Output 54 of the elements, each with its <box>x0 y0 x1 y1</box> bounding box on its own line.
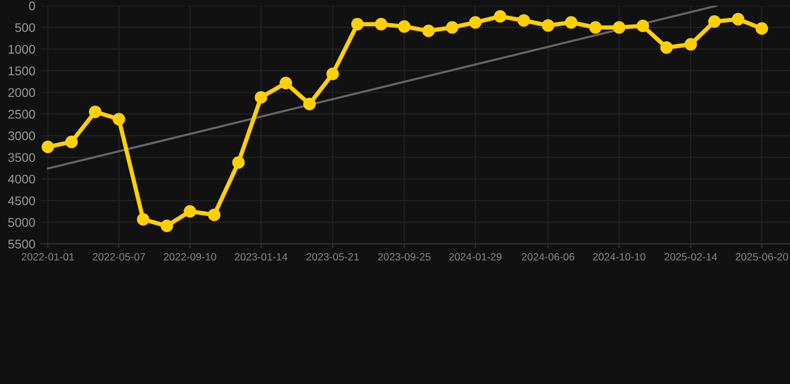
y-tick-label: 1000 <box>8 44 36 54</box>
point <box>708 15 721 28</box>
point <box>660 41 673 54</box>
point <box>208 208 220 222</box>
point <box>112 112 126 126</box>
x-tick-label: 2024-01-29 <box>449 253 502 261</box>
point <box>65 136 78 148</box>
point <box>756 22 768 35</box>
point <box>422 24 435 38</box>
point <box>280 76 292 90</box>
point <box>184 205 196 218</box>
point <box>564 16 578 29</box>
x-tick-label: 2024-10-10 <box>593 253 646 261</box>
point <box>303 98 316 110</box>
x-tick-label: 2022-09-10 <box>164 253 216 261</box>
x-tick-label: 2023-09-25 <box>378 253 430 261</box>
point <box>326 68 339 80</box>
y-tick-label: 1500 <box>8 66 36 76</box>
point <box>542 19 554 32</box>
point <box>469 16 482 29</box>
x-tick-label: 2025-02-14 <box>664 253 718 261</box>
y-tick-label: 2000 <box>8 88 36 97</box>
point <box>88 106 102 118</box>
x-tick-label: 2024-06-06 <box>522 253 574 261</box>
y-tick-label: 4500 <box>8 196 36 206</box>
point <box>232 156 245 169</box>
point <box>494 10 506 23</box>
y-tick-label: 3500 <box>8 153 36 162</box>
y-tick-label: 500 <box>15 23 36 32</box>
y-tick-label: 5500 <box>8 240 36 248</box>
x-tick-label: 2022-05-07 <box>92 253 146 261</box>
x-tick-label: 2023-01-14 <box>234 253 288 261</box>
point <box>160 220 174 232</box>
x-tick-label: 2022-01-01 <box>22 253 74 261</box>
y-tick-label: 0 <box>29 2 36 10</box>
y-tick-label: 5000 <box>8 218 36 227</box>
point <box>684 38 697 51</box>
point <box>398 20 411 33</box>
point <box>446 21 458 34</box>
point <box>518 14 530 27</box>
point <box>636 20 650 32</box>
y-tick-label: 3000 <box>8 131 36 140</box>
point <box>42 140 54 154</box>
y-tick-label: 4000 <box>8 174 36 184</box>
point <box>136 213 150 226</box>
x-tick-label: 2023-05-21 <box>306 253 359 261</box>
point <box>732 12 744 26</box>
x-tick-label: 2025-06-20 <box>736 253 788 261</box>
point <box>374 18 388 30</box>
point <box>351 18 364 30</box>
point <box>612 21 626 34</box>
point <box>589 21 602 34</box>
point <box>254 91 268 104</box>
y-tick-label: 2500 <box>8 110 36 119</box>
